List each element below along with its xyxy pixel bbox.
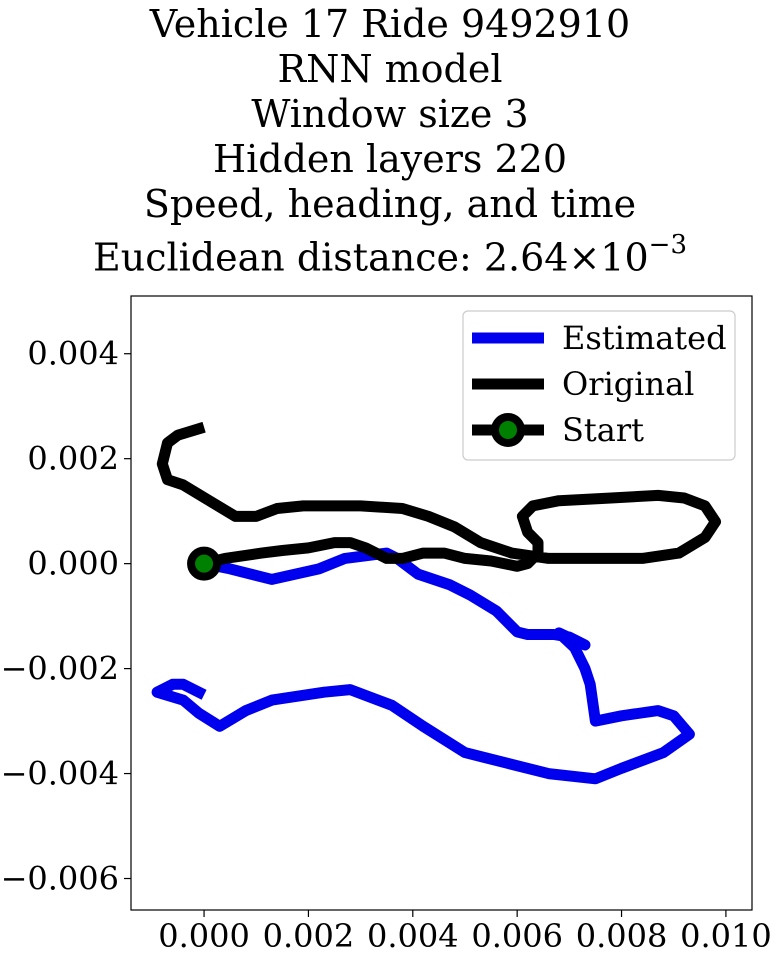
y-tick-label: 0.000	[27, 545, 119, 583]
series-line-original	[156, 421, 721, 572]
distance-prefix: Euclidean distance:	[93, 235, 484, 280]
title-line-hidden: Hidden layers 220	[212, 137, 568, 181]
legend-swatch-start-marker	[491, 413, 525, 447]
series-layer	[151, 421, 721, 785]
title-line-distance: Euclidean distance: 2.64×10−3	[0, 230, 780, 277]
y-tick-label: −0.002	[1, 650, 119, 688]
distance-exponent: −3	[648, 230, 687, 260]
distance-mantissa: 2.64	[483, 235, 569, 280]
legend-label-original: Original	[562, 365, 694, 403]
x-axis: 0.000 0.002 0.004 0.006 0.008 0.010	[158, 910, 772, 955]
y-tick-label: −0.006	[1, 860, 119, 898]
title-line-model: RNN model	[277, 47, 503, 91]
y-tick-label: 0.004	[27, 335, 119, 373]
x-tick-label: 0.000	[158, 917, 250, 955]
plot-frame	[130, 295, 753, 911]
legend-label-start: Start	[562, 411, 644, 449]
legend: Estimated Original Start	[462, 310, 736, 461]
x-tick-label: 0.006	[471, 917, 563, 955]
series-line-estimated	[151, 547, 695, 785]
legend-label-estimated: Estimated	[562, 319, 727, 357]
x-tick-label: 0.010	[680, 917, 772, 955]
legend-frame	[462, 310, 736, 461]
title-line-features: Speed, heading, and time	[143, 182, 637, 226]
x-tick-label: 0.008	[576, 917, 668, 955]
y-axis: 0.004 0.002 0.000 −0.002 −0.004 −0.006	[1, 335, 131, 898]
x-tick-label: 0.004	[367, 917, 459, 955]
y-tick-label: 0.002	[27, 440, 119, 478]
x-tick-label: 0.002	[263, 917, 355, 955]
y-tick-label: −0.004	[1, 755, 119, 793]
title-line-vehicle: Vehicle 17 Ride 9492910	[149, 2, 631, 46]
title-line-window: Window size 3	[251, 92, 529, 136]
distance-times: ×10	[568, 235, 649, 280]
start-marker	[187, 546, 222, 581]
